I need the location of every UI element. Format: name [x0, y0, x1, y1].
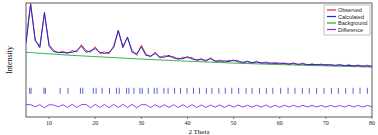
reflection-tick — [148, 88, 149, 94]
x-tick — [325, 117, 326, 119]
reflection-tick — [93, 88, 94, 94]
legend-swatch — [327, 22, 336, 23]
reflection-tick — [252, 88, 253, 94]
reflection-tick — [225, 88, 226, 94]
reflection-tick — [133, 88, 134, 94]
reflection-tick — [80, 88, 81, 94]
x-tick — [233, 117, 234, 119]
x-tick — [187, 117, 188, 119]
x-tick — [141, 117, 142, 119]
legend-label: Background — [338, 20, 367, 26]
reflection-tick — [309, 88, 310, 94]
reflection-tick — [280, 88, 281, 94]
x-tick — [49, 117, 50, 119]
legend-swatch — [327, 9, 336, 10]
reflection-tick — [126, 88, 127, 94]
reflection-tick — [272, 88, 273, 94]
series-line — [26, 3, 372, 67]
reflection-tick — [31, 88, 32, 94]
reflection-tick — [360, 88, 361, 94]
x-tick — [279, 117, 280, 119]
reflection-tick — [288, 88, 289, 94]
reflection-tick — [142, 88, 143, 94]
x-tick-label: 10 — [46, 120, 52, 126]
reflection-tick — [302, 88, 303, 94]
reflection-tick — [316, 88, 317, 94]
reflection-tick — [157, 88, 158, 94]
reflection-tick — [82, 88, 83, 94]
legend: ObservedCalculatedBackgroundDifference — [324, 5, 370, 35]
x-tick-label: 40 — [184, 120, 190, 126]
reflection-tick — [116, 88, 117, 94]
legend-label: Observed — [338, 7, 362, 13]
plot-area — [26, 3, 372, 108]
reflection-tick — [180, 88, 181, 94]
reflection-tick — [154, 88, 155, 94]
reflection-tick — [218, 88, 219, 94]
legend-label: Difference — [338, 27, 363, 33]
x-tick-label: 80 — [369, 120, 375, 126]
reflection-tick — [60, 88, 61, 94]
reflection-tick — [345, 88, 346, 94]
x-tick — [95, 117, 96, 119]
x-tick — [372, 117, 373, 119]
legend-label: Calculated — [338, 14, 364, 20]
series-line — [26, 104, 372, 107]
reflection-tick — [206, 88, 207, 94]
legend-box — [324, 5, 370, 35]
x-tick-label: 30 — [138, 120, 144, 126]
reflection-tick — [353, 88, 354, 94]
reflection-tick — [187, 88, 188, 94]
y-axis-label: Intensity — [5, 46, 14, 74]
reflection-tick — [211, 88, 212, 94]
series-line — [26, 5, 372, 67]
reflection-tick — [128, 88, 129, 94]
reflection-tick — [231, 88, 232, 94]
reflection-tick — [67, 88, 68, 94]
reflection-tick — [324, 88, 325, 94]
reflection-tick — [29, 88, 30, 94]
reflection-tick — [246, 88, 247, 94]
legend-swatch — [327, 29, 336, 30]
reflection-tick — [331, 88, 332, 94]
reflection-tick — [96, 88, 97, 94]
reflection-tick — [45, 88, 46, 94]
reflection-tick — [119, 88, 120, 94]
reflection-tick — [199, 88, 200, 94]
reflection-tick — [174, 88, 175, 94]
reflection-tick — [139, 88, 140, 94]
reflection-tick — [367, 88, 368, 94]
x-axis-label: 2 Theta — [188, 128, 210, 135]
plot-frame — [26, 3, 372, 117]
reflection-tick — [163, 88, 164, 94]
x-tick-label: 70 — [323, 120, 329, 126]
x-tick-label: 50 — [231, 120, 237, 126]
reflection-tick — [43, 88, 44, 94]
reflection-tick — [193, 88, 194, 94]
reflection-tick — [168, 88, 169, 94]
reflection-tick — [294, 88, 295, 94]
reflection-tick — [238, 88, 239, 94]
chart: 10 20 30 40 50 60 70 80 2 Theta Intensity Observed… — [0, 0, 378, 135]
legend-swatch — [327, 16, 336, 17]
reflection-tick — [259, 88, 260, 94]
reflection-tick — [109, 88, 110, 94]
reflection-tick — [266, 88, 267, 94]
x-tick-label: 20 — [92, 120, 98, 126]
reflection-tick — [102, 88, 103, 94]
x-tick-label: 60 — [277, 120, 283, 126]
reflection-tick — [338, 88, 339, 94]
